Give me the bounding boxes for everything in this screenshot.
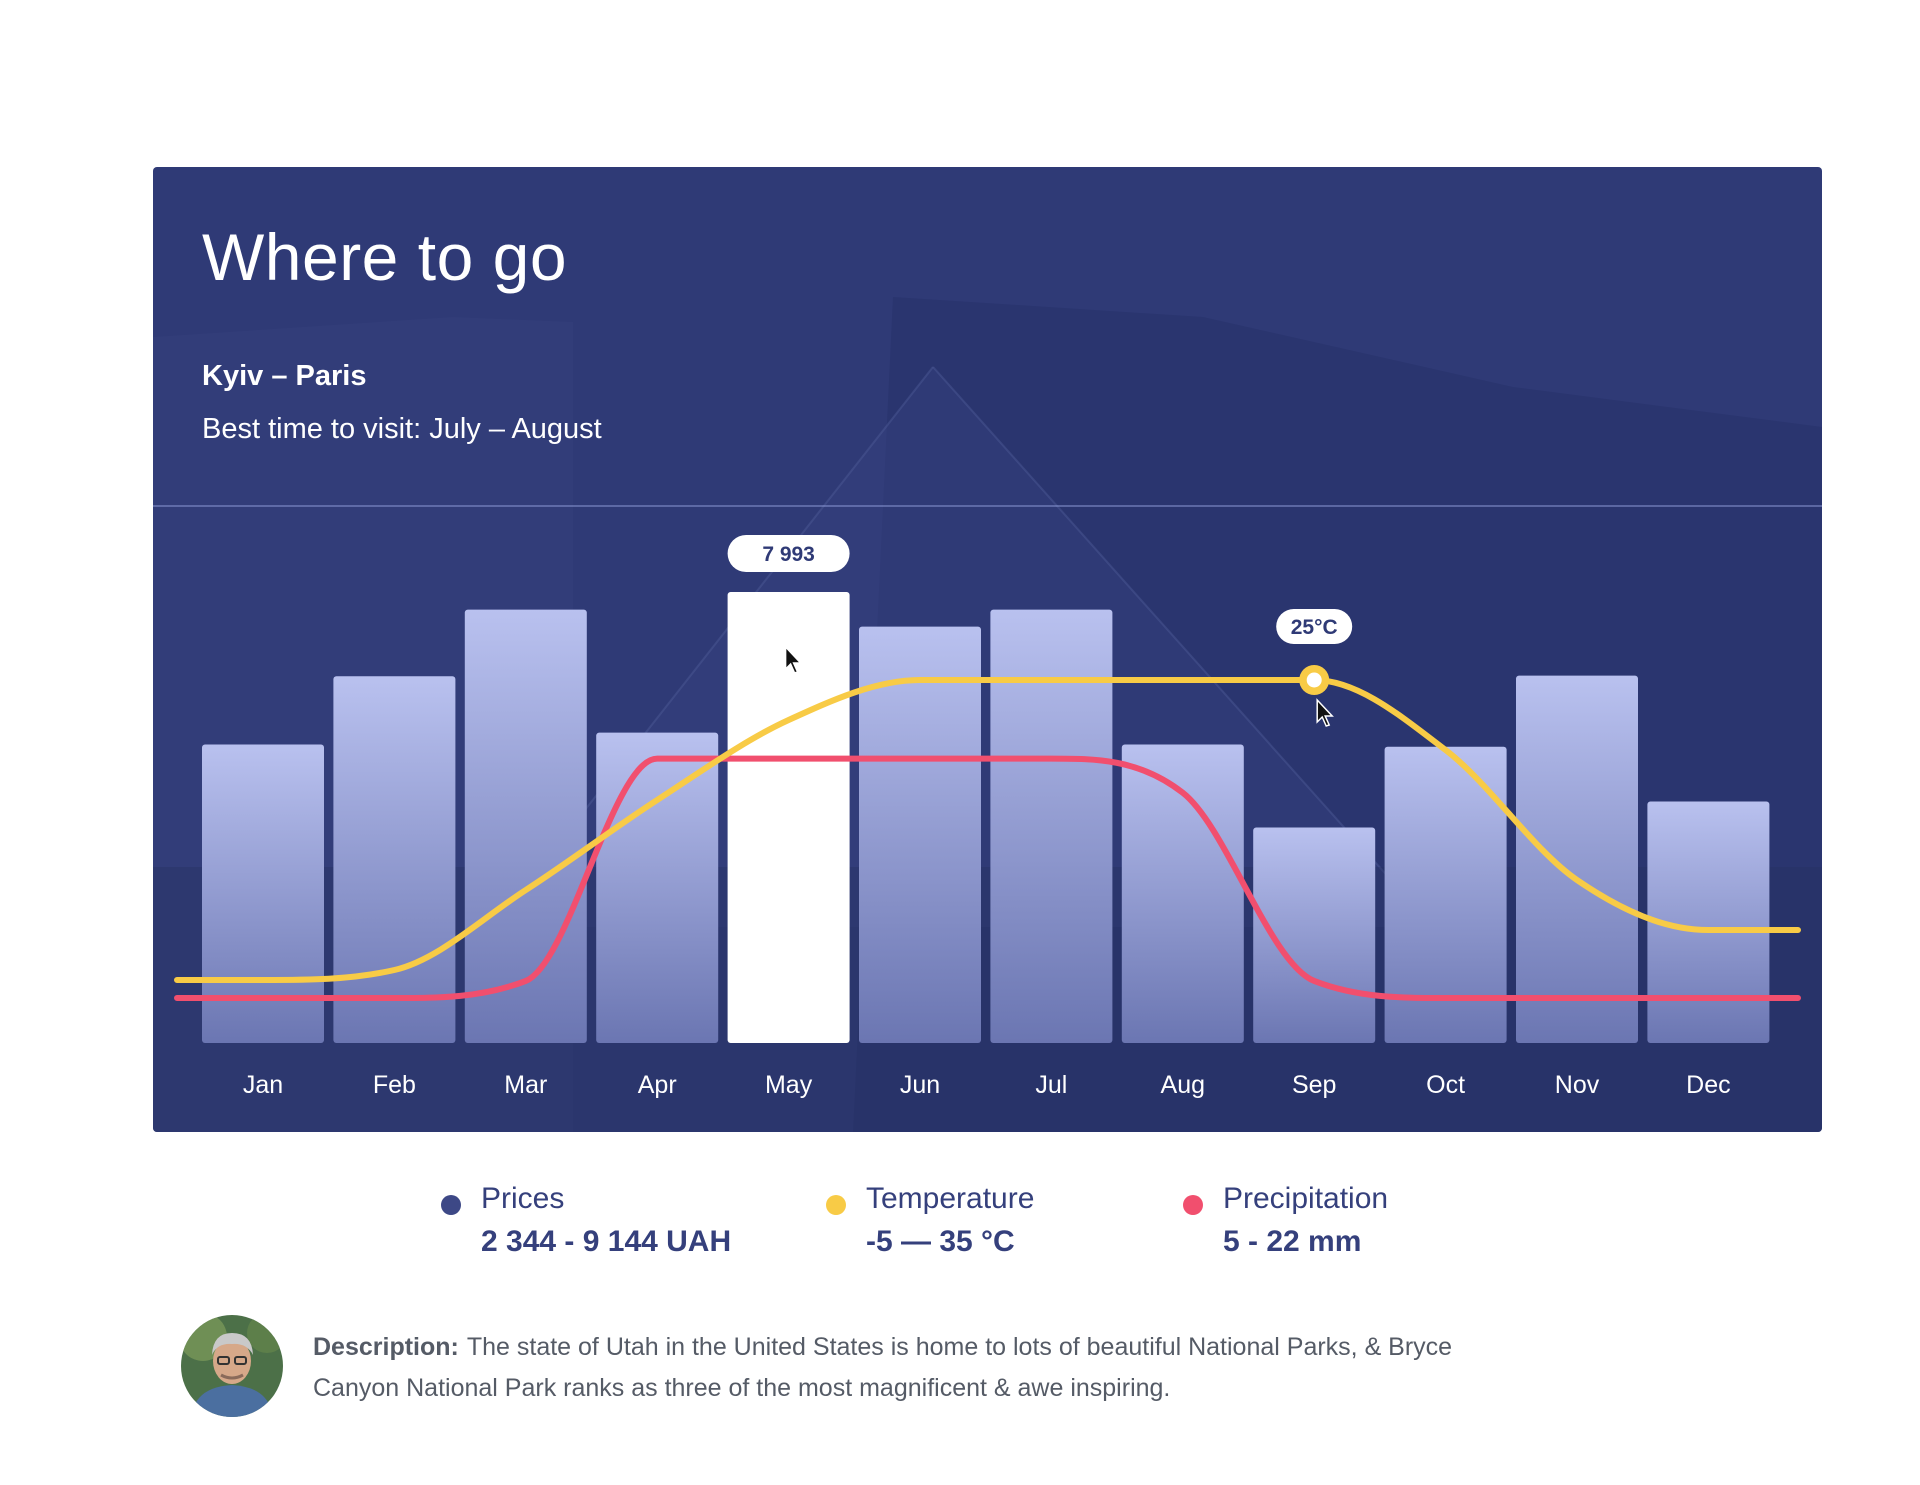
legend-dot-icon <box>1183 1195 1203 1215</box>
price-bar-feb[interactable] <box>333 676 456 1043</box>
price-bar-aug[interactable] <box>1121 744 1244 1043</box>
price-bar-apr[interactable] <box>596 732 719 1043</box>
month-label-may: May <box>765 1071 813 1099</box>
legend-name: Prices <box>481 1182 565 1215</box>
month-label-sep: Sep <box>1292 1071 1336 1099</box>
header-divider <box>153 505 1822 507</box>
legend-name: Precipitation <box>1223 1182 1389 1215</box>
month-label-apr: Apr <box>638 1071 677 1099</box>
month-label-nov: Nov <box>1555 1071 1600 1099</box>
month-label-jun: Jun <box>900 1071 940 1099</box>
price-tooltip-label: 7 993 <box>762 543 815 566</box>
route-label: Kyiv – Paris <box>202 360 367 392</box>
prices-weather-chart: 7 993 25°C Jan Feb Mar Apr May Jun Jul Aug Sep Oct… <box>174 535 1801 1099</box>
legend-dot-icon <box>826 1195 846 1215</box>
best-time-label: Best time to visit: July – August <box>202 413 602 445</box>
precipitation-line <box>174 755 1801 1002</box>
month-label-jul: Jul <box>1035 1071 1067 1099</box>
price-bars <box>202 592 1770 1043</box>
price-bar-nov[interactable] <box>1516 675 1638 1043</box>
price-bar-jan[interactable] <box>202 744 324 1043</box>
mouse-cursor-icon <box>1316 698 1334 727</box>
legend-name: Temperature <box>866 1182 1035 1215</box>
price-tooltip <box>727 535 850 572</box>
month-label-dec: Dec <box>1686 1071 1730 1099</box>
chart-card: Where to go Kyiv – Paris Best time to vi… <box>153 167 1822 1132</box>
month-axis: Jan Feb Mar Apr May Jun Jul Aug Sep Oct Nov Dec <box>243 1071 1731 1099</box>
legend-range: 2 344 - 9 144 UAH <box>481 1225 732 1258</box>
price-bar-jun[interactable] <box>859 626 981 1043</box>
price-bar-dec[interactable] <box>1647 801 1770 1043</box>
price-bar-mar[interactable] <box>464 609 587 1043</box>
chart-annotations: 7 993 25°C <box>727 535 1353 727</box>
price-bar-oct[interactable] <box>1384 746 1507 1043</box>
temperature-line <box>174 676 1801 984</box>
author-avatar <box>181 1315 283 1417</box>
month-label-aug: Aug <box>1161 1071 1205 1099</box>
month-label-mar: Mar <box>504 1071 547 1099</box>
mouse-cursor-icon <box>784 645 803 674</box>
legend-range: 5 - 22 mm <box>1223 1225 1362 1258</box>
temperature-tooltip-label: 25°C <box>1291 616 1338 639</box>
month-label-feb: Feb <box>373 1071 416 1099</box>
description-label: Description: <box>313 1333 459 1361</box>
price-bar-jul[interactable] <box>990 609 1113 1043</box>
card-title: Where to go <box>202 220 568 294</box>
legend-dot-icon <box>441 1195 461 1215</box>
series-lines <box>174 676 1801 1002</box>
month-label-jan: Jan <box>243 1071 283 1099</box>
month-label-oct: Oct <box>1426 1071 1465 1099</box>
description-text: The state of Utah in the United States i… <box>313 1333 1453 1402</box>
temperature-point-marker-inner <box>1306 672 1322 688</box>
legend-range: -5 — 35 °C <box>866 1225 1015 1258</box>
temperature-tooltip <box>1276 609 1353 644</box>
description: Description: The state of Utah in the Uni… <box>313 1327 1493 1409</box>
